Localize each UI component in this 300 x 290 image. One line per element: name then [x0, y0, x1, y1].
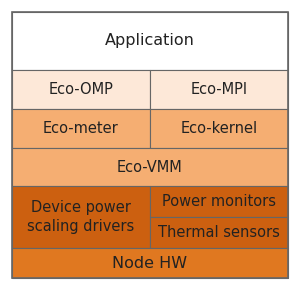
Bar: [12, 70, 150, 109]
Text: Eco-kernel: Eco-kernel: [180, 121, 258, 136]
Bar: [12, 186, 150, 248]
Text: Eco-OMP: Eco-OMP: [49, 82, 113, 97]
Text: Eco-MPI: Eco-MPI: [190, 82, 248, 97]
Bar: [12, 109, 150, 148]
Text: Thermal sensors: Thermal sensors: [158, 225, 280, 240]
Bar: [150, 186, 288, 217]
Text: Device power
scaling drivers: Device power scaling drivers: [27, 200, 135, 234]
Bar: [150, 109, 288, 148]
Bar: [150, 217, 288, 248]
Text: Eco-VMM: Eco-VMM: [117, 160, 183, 175]
Text: Application: Application: [105, 33, 195, 48]
Text: Power monitors: Power monitors: [162, 194, 276, 209]
Bar: [12, 148, 288, 186]
Text: Node HW: Node HW: [112, 255, 188, 271]
Bar: [12, 248, 288, 278]
Bar: [150, 70, 288, 109]
Text: Eco-meter: Eco-meter: [43, 121, 119, 136]
Bar: [12, 12, 288, 70]
